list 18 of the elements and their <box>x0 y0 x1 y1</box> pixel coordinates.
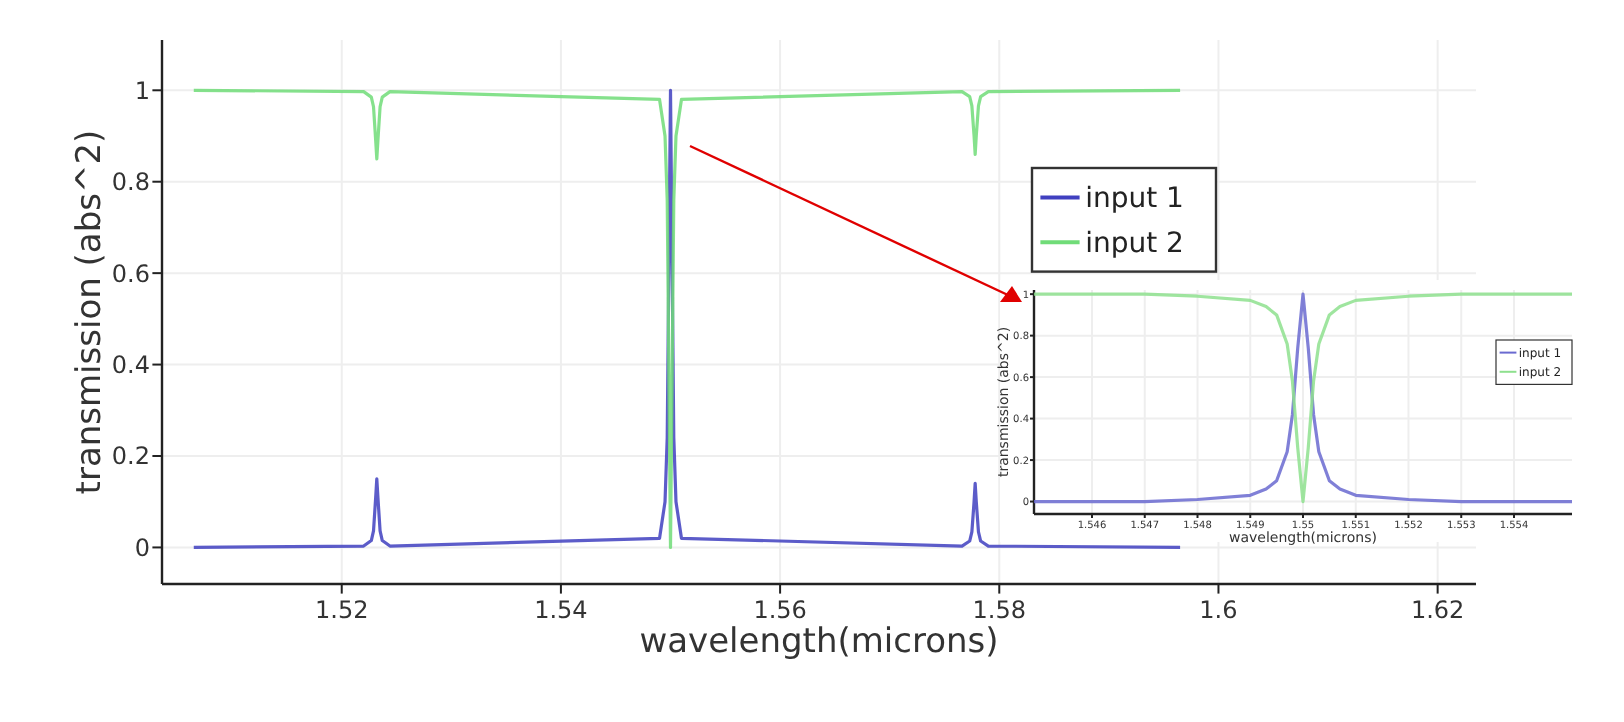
x-tick-label: 1.54 <box>534 595 588 624</box>
y-tick-label: 0.2 <box>111 442 150 471</box>
x-tick-label: 1.58 <box>972 595 1026 624</box>
y-tick-label: 0.6 <box>111 259 150 288</box>
legend-label: input 2 <box>1085 228 1184 260</box>
line-series <box>1032 292 1574 504</box>
y-tick-label: 1 <box>134 76 150 105</box>
x-tick-label: 1.6 <box>1199 595 1238 624</box>
y-tick-label: 0.4 <box>111 350 150 379</box>
x-tick-label: 1.62 <box>1410 595 1465 624</box>
legend-label: input 1 <box>1085 183 1184 216</box>
x-axis-title: wavelength(microns) <box>639 621 999 662</box>
y-tick-label: 0.8 <box>111 168 150 197</box>
x-tick-label: 1.52 <box>315 595 369 624</box>
y-axis-title: transmission (abs^2) <box>69 129 110 495</box>
y-tick-label: 0 <box>134 533 150 562</box>
line-series <box>192 88 1182 550</box>
x-tick-label: 1.56 <box>753 595 807 624</box>
